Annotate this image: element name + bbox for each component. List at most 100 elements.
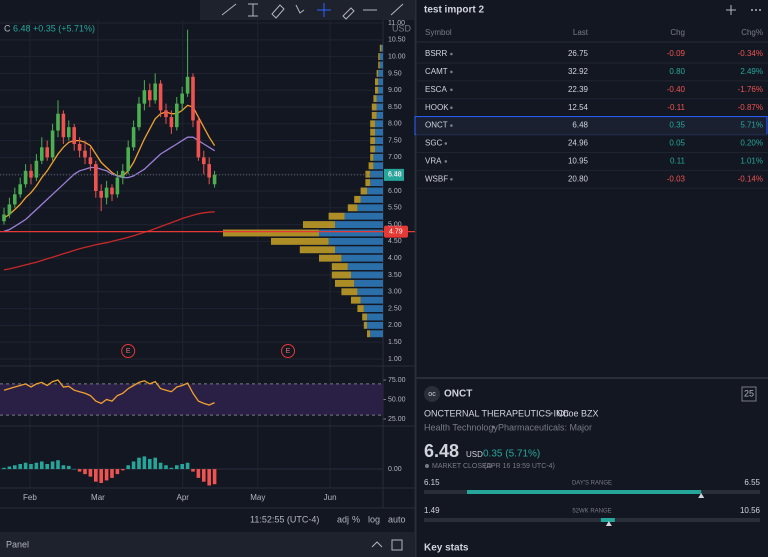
- currency: USD: [392, 23, 412, 33]
- y-tick-label: 3.00: [388, 289, 402, 296]
- status-dot: [450, 52, 453, 56]
- macd-histogram-bar: [164, 465, 168, 470]
- candle-body: [169, 117, 174, 128]
- y-tick-label: 2.00: [388, 322, 402, 329]
- volume-profile-bar: [373, 153, 383, 161]
- range-high: 10.56: [740, 506, 761, 515]
- range-marker: [605, 521, 612, 526]
- macd-histogram-bar: [180, 464, 184, 470]
- x-tick-label: Mar: [91, 493, 105, 502]
- macd-histogram-bar: [34, 462, 39, 470]
- y-tick-label: 9.50: [388, 70, 402, 77]
- status-button[interactable]: adj: [337, 514, 349, 524]
- cell: -0.03: [667, 174, 686, 183]
- volume-profile-bar: [335, 246, 383, 254]
- earnings-label: E: [286, 348, 291, 355]
- text-tool[interactable]: [248, 3, 258, 17]
- status-buttons: adj% log auto: [337, 514, 406, 524]
- candle-body: [93, 164, 98, 191]
- macd-histogram-bar: [39, 461, 44, 470]
- measure-tool[interactable]: [295, 4, 305, 14]
- macd-histogram-bar: [45, 464, 49, 470]
- candle-body: [174, 103, 179, 128]
- pen-tool[interactable]: [342, 7, 355, 20]
- volume-profile-bar: [335, 221, 383, 229]
- volume-profile-bar: [375, 128, 383, 136]
- macd-histogram-bar: [56, 460, 60, 470]
- rsi-tick-label: 50.00: [388, 396, 406, 403]
- brush-tool[interactable]: [271, 4, 285, 19]
- watchlist-title[interactable]: test import 2: [424, 5, 484, 16]
- volume-profile-bar: [328, 212, 345, 220]
- x-tick-label: Apr: [176, 493, 189, 502]
- volume-profile-bar: [357, 204, 383, 212]
- symbol-cell[interactable]: ONCT: [425, 121, 448, 130]
- y-tick-label: 11.00: [388, 20, 405, 27]
- symbol-cell[interactable]: WSBF: [425, 174, 448, 183]
- y-tick-label: 4.00: [388, 255, 402, 262]
- crosshair-tool[interactable]: [317, 3, 331, 17]
- market-status: MARKET CLOSED: [432, 463, 492, 470]
- volume-profile-bar: [370, 330, 383, 338]
- volume-profile-bar: [367, 330, 371, 338]
- candle-body: [7, 204, 12, 215]
- volume-profile-bar: [360, 187, 367, 195]
- separator: •: [492, 422, 495, 432]
- level-label: 4.79: [389, 228, 403, 235]
- trend-line-tool[interactable]: [221, 3, 237, 16]
- macd-histogram-bar: [110, 469, 114, 478]
- y-tick-label: 6.50: [388, 171, 402, 178]
- more-button[interactable]: [751, 9, 761, 11]
- y-tick-label: 7.00: [388, 154, 402, 161]
- volume-profile-bar: [362, 313, 367, 321]
- ranges: 6.15 DAY'S RANGE 6.55 1.49 52WK RANGE 10.56: [424, 478, 761, 526]
- badge-box[interactable]: [741, 386, 757, 402]
- status-button[interactable]: %: [352, 514, 360, 524]
- volume-profile-bar: [351, 296, 361, 304]
- volume-profile-bar: [341, 288, 358, 296]
- volume-profile-bar: [344, 212, 383, 220]
- symbol-logo: [424, 386, 440, 402]
- range-track: [424, 518, 760, 522]
- y-tick-label: 9.00: [388, 87, 402, 94]
- ray-tool[interactable]: [390, 3, 404, 16]
- selected-row[interactable]: [414, 116, 768, 136]
- candle-body: [99, 190, 103, 198]
- status-button[interactable]: auto: [388, 514, 406, 524]
- status-button[interactable]: log: [368, 514, 380, 524]
- candle-body: [18, 184, 22, 195]
- add-symbol[interactable]: [726, 5, 736, 15]
- volume-profile-bar: [375, 145, 383, 153]
- volume-profile-bar: [363, 305, 383, 313]
- status-dot: [450, 88, 453, 92]
- symbol-cell[interactable]: SGC: [425, 139, 443, 148]
- maximize-button[interactable]: [391, 539, 403, 551]
- macd-histogram-bar: [185, 462, 190, 470]
- earnings-marker[interactable]: [121, 344, 136, 358]
- earnings-marker[interactable]: [281, 344, 296, 358]
- volume-profile-bar: [328, 237, 383, 245]
- candle-body: [158, 83, 163, 111]
- candle-body: [61, 113, 66, 138]
- symbol-cell[interactable]: BSRR: [425, 49, 447, 58]
- collapse-button[interactable]: [371, 541, 383, 548]
- status-dot: [450, 124, 453, 127]
- candle-body: [196, 120, 201, 158]
- y-tick-label: 10.50: [388, 37, 406, 44]
- key-stats: Key stats: [424, 543, 469, 554]
- panel-title[interactable]: Panel: [6, 539, 29, 549]
- candle-body: [137, 103, 141, 128]
- detail-currency: USD: [466, 450, 483, 459]
- candle-body: [131, 127, 136, 148]
- cell: -0.40: [667, 85, 686, 94]
- y-tick-label: 6.00: [388, 188, 402, 195]
- symbol-cell[interactable]: ESCA: [425, 85, 447, 94]
- symbol-cell[interactable]: HOOK: [425, 103, 449, 112]
- symbol-cell[interactable]: VRA: [425, 157, 442, 166]
- symbol-cell[interactable]: CAMT: [425, 67, 448, 76]
- range-fill: [467, 490, 702, 494]
- range-fill: [600, 518, 615, 522]
- separator: •: [550, 408, 553, 418]
- volume-profile-bar: [319, 229, 383, 237]
